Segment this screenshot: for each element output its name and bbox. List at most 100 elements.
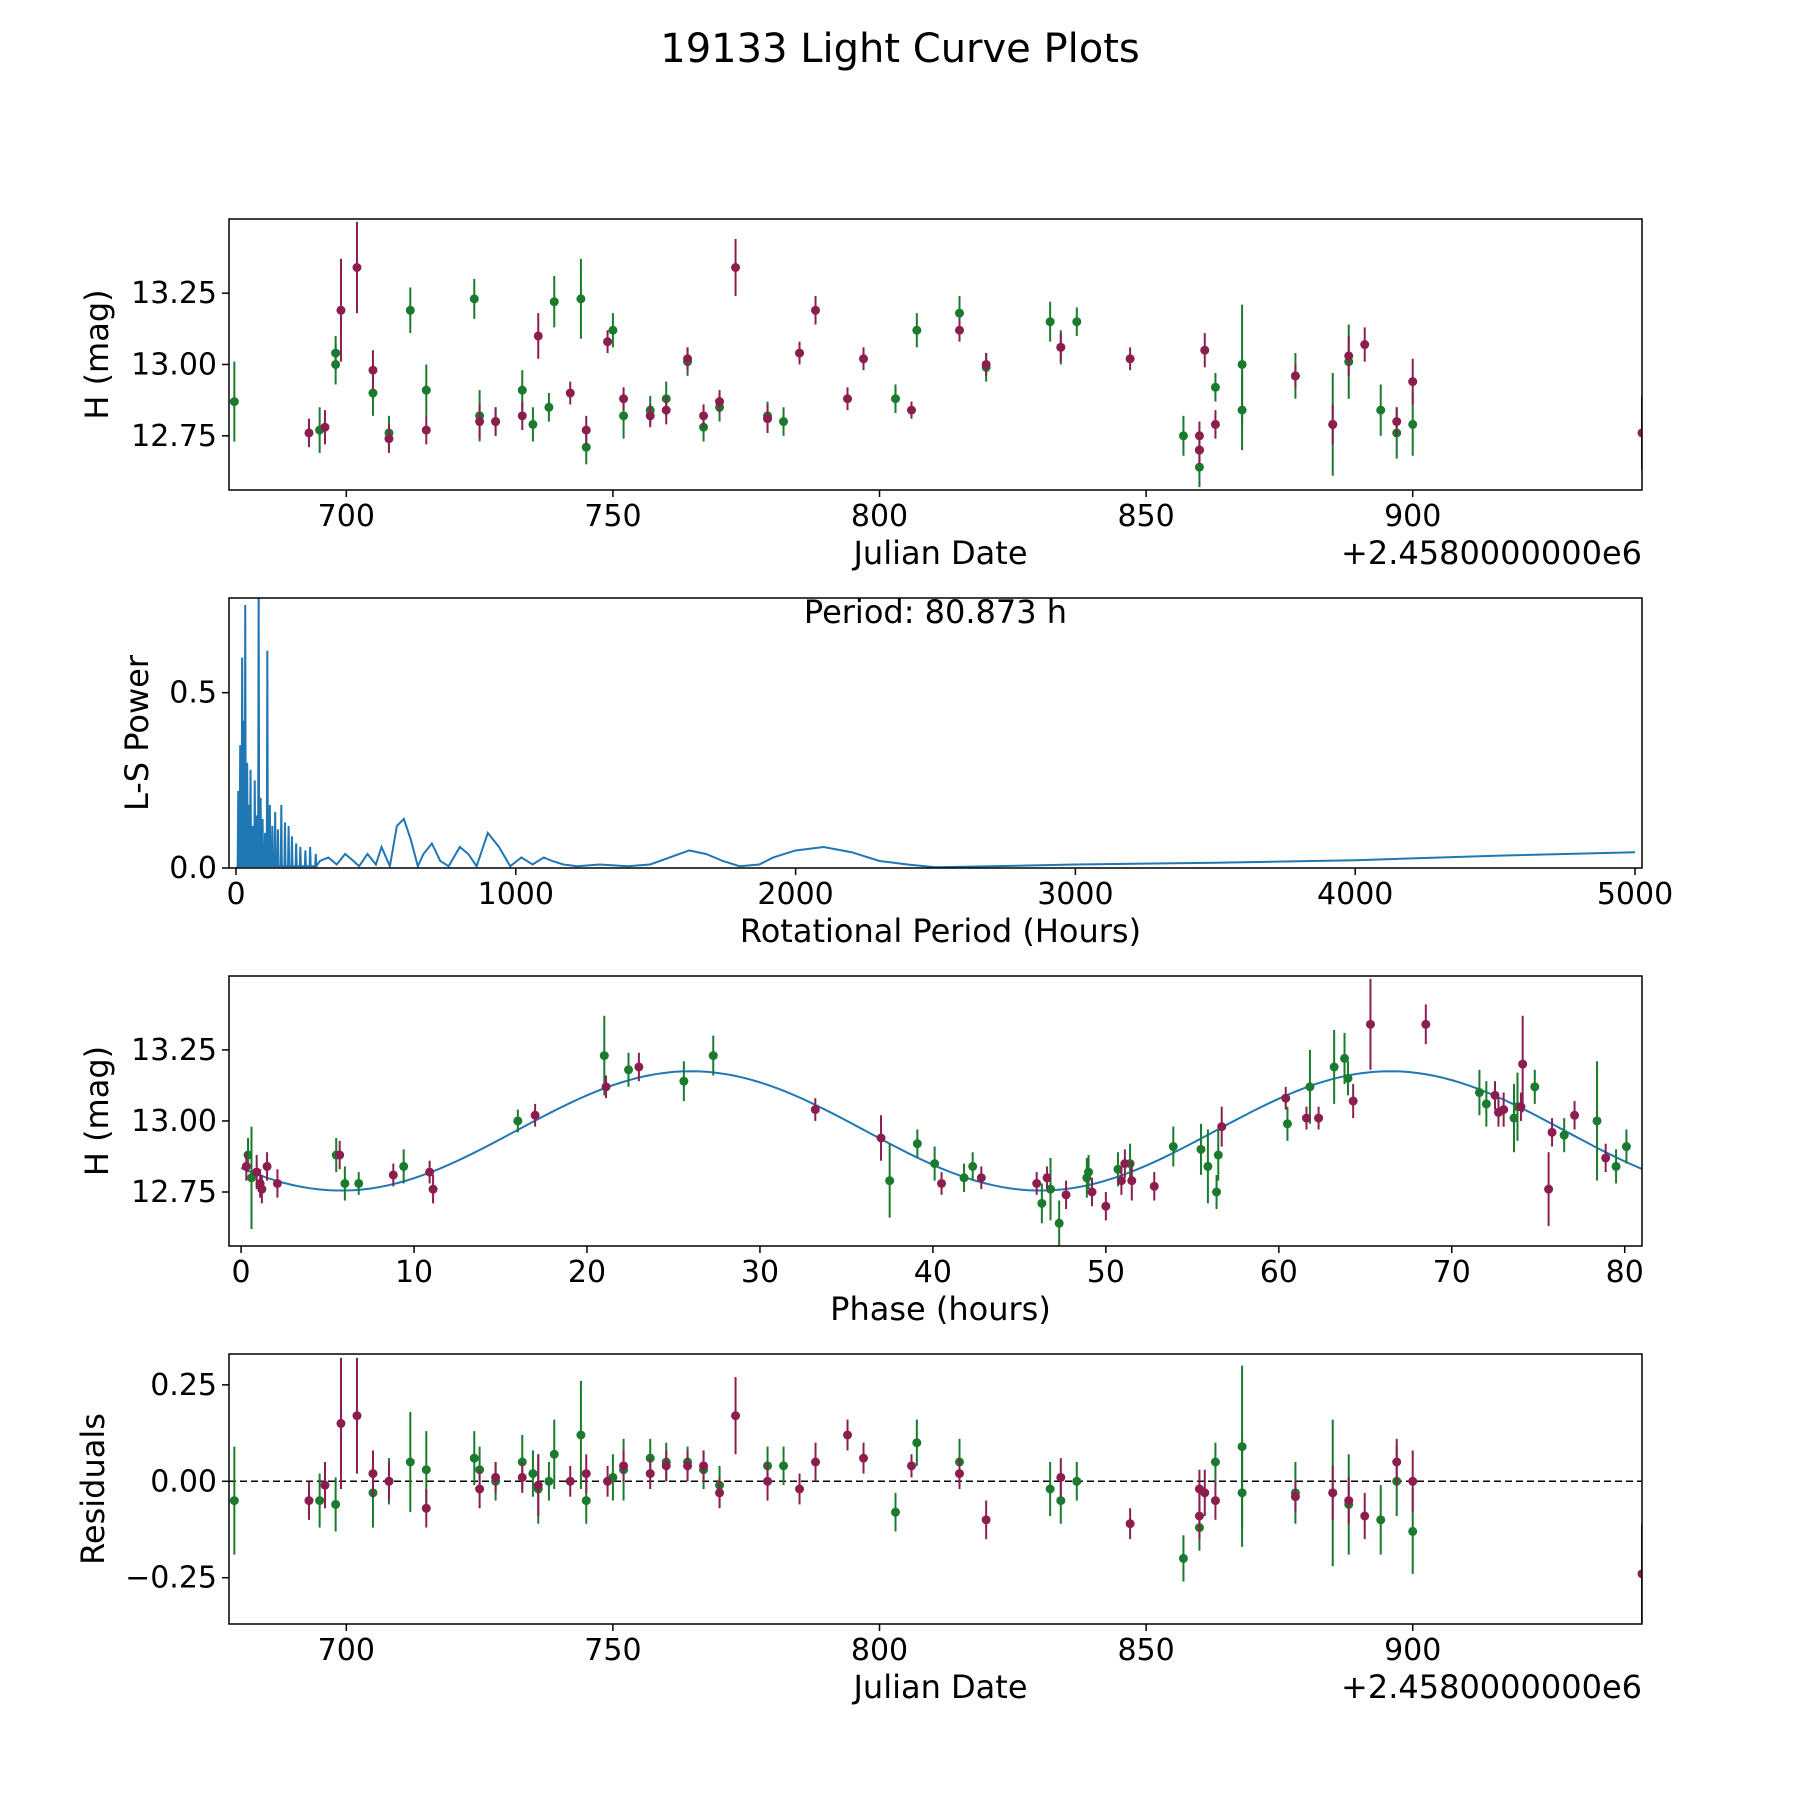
residuals-xtick-label: 700: [318, 1633, 375, 1668]
maroon-point: [1217, 1122, 1227, 1132]
green-point: [331, 359, 341, 369]
green-point: [608, 325, 618, 335]
green-point: [1037, 1198, 1047, 1208]
maroon-point: [981, 359, 991, 369]
maroon-point: [565, 1476, 575, 1486]
lightcurve-ytick-label: 12.75: [131, 419, 217, 454]
phased-frame: [228, 975, 1643, 1247]
green-point: [1611, 1161, 1621, 1171]
green-point: [1203, 1161, 1213, 1171]
maroon-point: [1127, 1176, 1137, 1186]
maroon-point: [976, 1173, 986, 1183]
phased-xtick-label: 0: [232, 1255, 251, 1290]
green-point: [1305, 1082, 1315, 1092]
green-point: [1530, 1082, 1540, 1092]
maroon-point: [241, 1161, 251, 1171]
maroon-point: [859, 354, 869, 364]
maroon-point: [954, 325, 964, 335]
maroon-point: [1421, 1019, 1431, 1029]
green-point: [1621, 1142, 1631, 1152]
green-point: [549, 297, 559, 307]
green-point: [517, 385, 527, 395]
green-point: [1481, 1099, 1491, 1109]
maroon-point: [1042, 1173, 1052, 1183]
period-annotation: Period: 80.873 h: [804, 593, 1067, 631]
green-point: [1376, 1515, 1386, 1525]
maroon-point: [1365, 1019, 1375, 1029]
maroon-point: [699, 411, 709, 421]
maroon-point: [1056, 342, 1066, 352]
lightcurve-panel: 700 750 800 850 900 12.75 13.00 13.25 Julian Dat…: [78, 218, 1643, 572]
green-point: [1376, 405, 1386, 415]
maroon-point: [645, 411, 655, 421]
maroon-point: [843, 394, 853, 404]
maroon-point: [1328, 419, 1338, 429]
maroon-point: [1032, 1178, 1042, 1188]
maroon-point: [1490, 1090, 1500, 1100]
maroon-point: [1210, 419, 1220, 429]
green-point: [959, 1173, 969, 1183]
maroon-point: [530, 1110, 540, 1120]
maroon-point: [1061, 1190, 1071, 1200]
green-point: [912, 325, 922, 335]
lightcurve-ytick-label: 13.00: [131, 347, 217, 382]
maroon-point: [715, 397, 725, 407]
green-point: [1210, 1457, 1220, 1467]
green-point: [513, 1116, 523, 1126]
lightcurve-xtick-label: 750: [584, 499, 641, 534]
maroon-point: [683, 1461, 693, 1471]
green-point: [1340, 1053, 1350, 1063]
green-point: [528, 419, 538, 429]
maroon-point: [388, 1170, 398, 1180]
maroon-point: [763, 414, 773, 424]
residuals-ytick-label: 0.00: [150, 1464, 217, 1499]
phased-ytick-label: 13.25: [131, 1033, 217, 1068]
maroon-point: [428, 1184, 438, 1194]
maroon-point: [517, 1472, 527, 1482]
maroon-point: [368, 365, 378, 375]
periodogram-frame: [228, 597, 1643, 869]
lightcurve-frame: [228, 218, 1643, 491]
maroon-point: [1344, 1496, 1354, 1506]
green-point: [576, 1430, 586, 1440]
maroon-point: [475, 417, 485, 427]
maroon-point: [1281, 1093, 1291, 1103]
maroon-point: [1328, 1488, 1338, 1498]
maroon-point: [491, 417, 501, 427]
green-point: [1408, 419, 1418, 429]
maroon-point: [1348, 1096, 1358, 1106]
maroon-point: [336, 305, 346, 315]
maroon-point: [634, 1062, 644, 1072]
green-point: [331, 1499, 341, 1509]
maroon-point: [603, 1476, 613, 1486]
green-point: [1056, 1496, 1066, 1506]
maroon-point: [907, 1461, 917, 1471]
green-point: [1282, 1119, 1292, 1129]
maroon-point: [907, 405, 917, 415]
maroon-point: [1194, 445, 1204, 455]
maroon-point: [731, 1411, 741, 1421]
phased-ytick-label: 13.00: [131, 1104, 217, 1139]
green-point: [581, 442, 591, 452]
maroon-point: [1200, 345, 1210, 355]
maroon-point: [619, 394, 629, 404]
maroon-point: [1547, 1127, 1557, 1137]
green-point: [954, 308, 964, 318]
maroon-point: [661, 1461, 671, 1471]
maroon-point: [1601, 1153, 1611, 1163]
residuals-xtick-label: 750: [584, 1633, 641, 1668]
green-point: [1474, 1088, 1484, 1098]
periodogram-panel: 0 1000 2000 3000 4000 5000 0.0 0.5 Rotational Pe…: [118, 593, 1673, 950]
green-point: [544, 1476, 554, 1486]
lightcurve-xtick-label: 800: [851, 499, 908, 534]
lightcurve-xtick-label: 900: [1384, 499, 1441, 534]
maroon-point: [336, 1418, 346, 1428]
maroon-point: [1116, 1176, 1126, 1186]
maroon-point: [533, 1480, 543, 1490]
green-point: [891, 394, 901, 404]
green-point: [1084, 1167, 1094, 1177]
phased-ylabel: H (mag): [78, 1046, 116, 1176]
phased-panel: 0 10 20 30 40 50 60 70 80 12.75 13.00 13.25 Phase (h…: [78, 975, 1644, 1328]
maroon-point: [763, 1476, 773, 1486]
green-point: [1559, 1130, 1569, 1140]
